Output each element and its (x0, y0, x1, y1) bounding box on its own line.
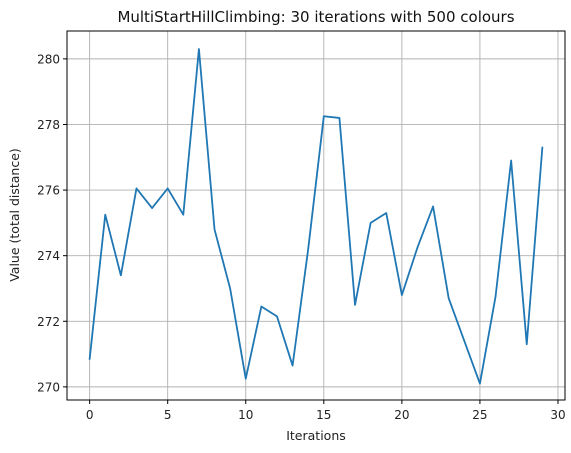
y-axis-label: Value (total distance) (7, 148, 22, 282)
x-tick-label: 30 (550, 408, 565, 422)
y-tick-label: 276 (37, 184, 60, 198)
y-tick-label: 270 (37, 380, 60, 394)
y-tick-label: 278 (37, 118, 60, 132)
x-tick-label: 10 (238, 408, 253, 422)
plot-frame (66, 30, 566, 401)
grid-lines (67, 31, 565, 400)
axis-ticks: 0 5 10 15 20 25 30 270 272 274 276 278 280 (37, 52, 566, 422)
chart-title: MultiStartHillClimbing: 30 iterations wi… (117, 8, 514, 26)
y-tick-label: 272 (37, 315, 60, 329)
x-axis-label: Iterations (286, 428, 346, 443)
x-tick-label: 0 (86, 408, 94, 422)
x-tick-label: 25 (472, 408, 487, 422)
y-tick-label: 274 (37, 249, 60, 263)
y-tick-label: 280 (37, 52, 60, 66)
x-tick-label: 5 (164, 408, 172, 422)
series-line (88, 48, 544, 385)
x-tick-label: 20 (394, 408, 409, 422)
x-tick-label: 15 (316, 408, 331, 422)
